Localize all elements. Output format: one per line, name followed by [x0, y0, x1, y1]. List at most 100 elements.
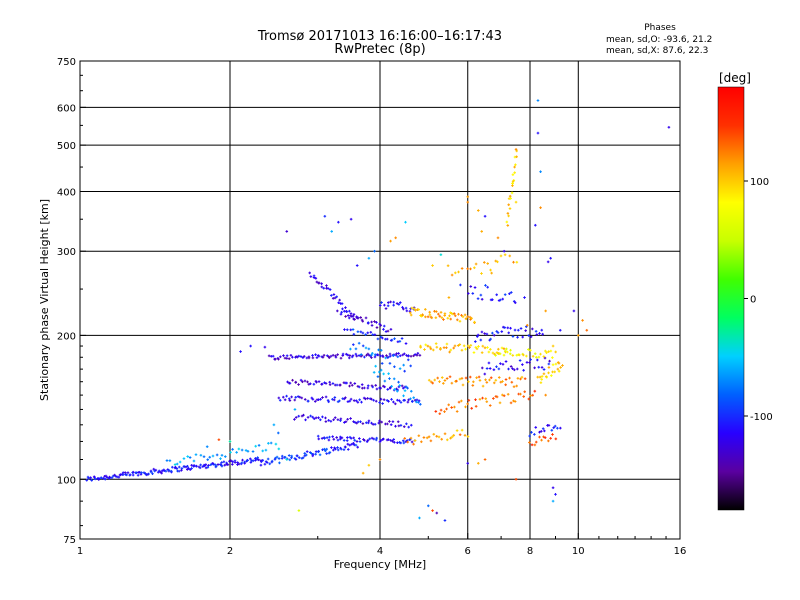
data-point [495, 395, 499, 399]
data-point [515, 384, 518, 388]
data-point [280, 457, 284, 460]
data-point [103, 477, 107, 481]
data-point [439, 253, 443, 257]
data-point [504, 360, 508, 363]
data-point [514, 200, 518, 204]
data-point [310, 452, 313, 455]
data-point [412, 442, 415, 446]
data-point [360, 400, 363, 404]
data-point [140, 471, 143, 474]
data-point [553, 424, 557, 428]
data-point [370, 436, 374, 440]
data-point [389, 300, 392, 304]
data-point [457, 400, 461, 404]
data-point [206, 466, 210, 469]
data-point [393, 365, 396, 369]
data-point [365, 353, 368, 357]
data-point [220, 461, 223, 464]
data-point [343, 421, 346, 424]
data-point [373, 355, 377, 359]
data-point [352, 313, 356, 316]
data-point [382, 328, 385, 331]
data-point [424, 308, 427, 311]
data-point [477, 375, 481, 379]
data-point [359, 420, 362, 424]
data-point [539, 170, 542, 174]
data-point [314, 277, 318, 280]
data-point [280, 454, 284, 458]
data-point [285, 357, 289, 360]
data-point [278, 398, 282, 402]
data-point [354, 352, 358, 356]
data-point [268, 462, 272, 466]
data-point [409, 364, 412, 368]
data-point [541, 427, 545, 430]
data-point [557, 361, 561, 365]
data-point [260, 460, 263, 463]
data-point [452, 346, 455, 350]
data-point [466, 462, 470, 465]
data-point [386, 304, 390, 308]
data-point [233, 461, 237, 464]
data-point [367, 347, 371, 351]
data-point [378, 419, 381, 423]
data-point [367, 421, 370, 425]
data-point [339, 356, 343, 360]
data-point [201, 465, 205, 468]
data-point [363, 355, 366, 359]
data-point [350, 442, 354, 446]
data-point [540, 366, 544, 369]
data-point [294, 380, 298, 384]
data-point [389, 423, 393, 426]
data-point [410, 440, 414, 444]
data-point [373, 422, 377, 426]
data-point [199, 463, 202, 467]
data-point [419, 345, 422, 349]
data-point [481, 384, 485, 388]
data-point [406, 440, 410, 444]
data-point [255, 457, 259, 461]
data-point [483, 332, 486, 335]
data-point [550, 428, 554, 432]
data-point [325, 447, 328, 451]
data-point [538, 375, 542, 379]
data-point [419, 402, 422, 406]
data-point [317, 380, 321, 383]
data-point [503, 349, 507, 353]
data-point [355, 440, 359, 443]
data-point [392, 377, 396, 381]
data-point [277, 447, 281, 451]
data-point [483, 261, 486, 264]
data-point [515, 155, 518, 159]
data-point [336, 438, 340, 442]
data-point [277, 357, 280, 361]
data-point [440, 316, 444, 319]
data-point [257, 458, 260, 462]
x-tick-label: 6 [465, 546, 471, 557]
data-point [344, 306, 347, 309]
data-point [392, 300, 395, 304]
data-point [336, 353, 339, 356]
data-point [412, 354, 415, 358]
data-point [511, 180, 515, 183]
data-point [370, 320, 373, 324]
data-point [303, 379, 307, 383]
data-point [551, 499, 555, 503]
data-point [438, 380, 441, 383]
data-point [167, 469, 171, 472]
data-point [428, 345, 432, 349]
data-point [326, 399, 330, 402]
data-point [302, 413, 305, 417]
y-tick-label: 600 [57, 103, 76, 114]
data-point [513, 301, 517, 305]
data-point [370, 421, 373, 425]
data-point [457, 344, 460, 347]
data-point [350, 383, 354, 387]
data-point [506, 326, 510, 330]
data-point [464, 405, 467, 409]
data-point [395, 302, 399, 305]
data-point [502, 249, 506, 253]
data-point [328, 288, 332, 291]
data-point [426, 344, 430, 348]
data-point [263, 462, 267, 466]
